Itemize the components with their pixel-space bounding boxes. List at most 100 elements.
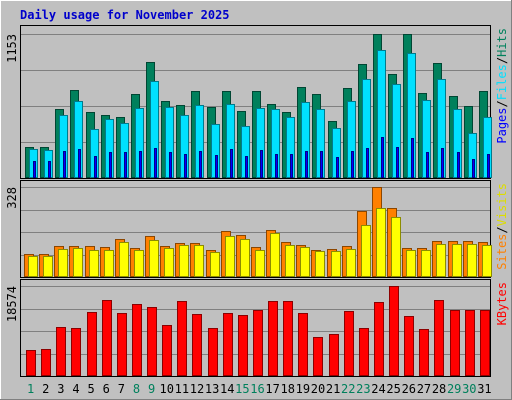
visits-visits-bar-edge	[406, 250, 416, 277]
hits-files-bar-fill	[226, 104, 235, 178]
x-tick-label: 1	[27, 382, 34, 396]
kbytes-kbytes-bar	[238, 315, 248, 376]
hits-pages-bar-fill	[336, 157, 339, 178]
hits-pages-bar-fill	[215, 155, 218, 178]
kbytes-kbytes-bar-fill	[87, 312, 97, 376]
kbytes-kbytes-bar	[374, 302, 384, 376]
hits-pages-bar	[487, 154, 490, 178]
hits-pages-bar-fill	[426, 152, 429, 178]
kbytes-kbytes-bar-fill	[404, 316, 414, 376]
kbytes-kbytes-bar	[283, 301, 293, 376]
visits-visits-bar	[315, 251, 325, 277]
visits-visits-bar-fill	[104, 250, 114, 277]
visits-visits-bar-fill	[73, 248, 83, 277]
visits-visits-bar-edge	[240, 239, 250, 277]
hits-pages-bar-fill	[109, 152, 112, 178]
hits-files-bar-fill	[422, 100, 431, 178]
hits-pages-bar-fill	[124, 152, 127, 178]
hits-files-bar-fill	[286, 117, 295, 178]
visits-visits-bar-fill	[89, 250, 99, 277]
hits-pages-bar-edge	[441, 148, 444, 178]
hits-files-bar-fill	[59, 115, 68, 178]
visits-visits-bar-edge	[225, 236, 235, 277]
kbytes-kbytes-bar	[162, 325, 172, 376]
kbytes-kbytes-bar-edge	[177, 301, 187, 376]
hits-pages-bar-fill	[396, 147, 399, 178]
hits-pages-bar-fill	[351, 151, 354, 178]
hits-files-bar-fill	[468, 133, 477, 178]
kbytes-kbytes-bar-fill	[56, 327, 66, 376]
hits-files-bar-fill	[483, 117, 492, 178]
legend-pages: Pages	[495, 108, 509, 144]
kbytes-kbytes-bar-edge	[419, 329, 429, 376]
kbytes-kbytes-bar-fill	[434, 300, 444, 376]
visits-visits-bar-edge	[255, 250, 265, 277]
chart-title: Daily usage for November 2025	[20, 8, 230, 22]
visits-visits-bar-edge	[73, 248, 83, 277]
x-tick-label: 5	[87, 382, 94, 396]
kbytes-kbytes-bar	[389, 286, 399, 376]
hits-pages-bar	[78, 149, 81, 178]
hits-pages-bar-edge	[290, 154, 293, 178]
x-tick-label: 17	[265, 382, 279, 396]
visits-visits-bar-edge	[89, 250, 99, 277]
kbytes-kbytes-bar-edge	[71, 328, 81, 376]
x-tick-label: 14	[220, 382, 234, 396]
hits-pages-bar	[472, 159, 475, 178]
x-tick-label: 19	[296, 382, 310, 396]
hits-pages-bar	[260, 150, 263, 178]
visits-visits-bar	[119, 242, 129, 277]
hits-pages-bar-edge	[48, 161, 51, 178]
hits-pages-bar-edge	[320, 151, 323, 178]
visits-visits-bar-edge	[315, 251, 325, 277]
kbytes-kbytes-bar-fill	[419, 329, 429, 376]
x-tick-label: 13	[205, 382, 219, 396]
x-tick-label: 24	[371, 382, 385, 396]
kbytes-kbytes-bar	[177, 301, 187, 376]
hits-pages-bar	[320, 151, 323, 178]
kbytes-kbytes-bar-edge	[283, 301, 293, 376]
visits-visits-bar-edge	[436, 244, 446, 277]
visits-visits-bar	[58, 249, 68, 277]
visits-visits-bar-fill	[421, 250, 431, 277]
hits-pages-bar-fill	[487, 154, 490, 178]
kbytes-kbytes-bar-fill	[344, 311, 354, 376]
hits-pages-bar-edge	[124, 152, 127, 178]
kbytes-kbytes-bar	[419, 329, 429, 376]
hits-pages-bar-edge	[63, 151, 66, 178]
hits-pages-bar	[33, 161, 36, 178]
hits-pages-bar	[199, 151, 202, 178]
hits-pages-bar-edge	[472, 159, 475, 178]
hits-pages-bar	[457, 152, 460, 178]
x-tick-label: 27	[417, 382, 431, 396]
visits-visits-bar-fill	[58, 249, 68, 277]
y-axis-labels: 1153 328 18574	[5, 34, 19, 322]
legend-kbytes: KBytes	[495, 282, 509, 325]
visits-visits-bar	[104, 250, 114, 277]
hits-files-bar-fill	[165, 107, 174, 178]
kbytes-kbytes-bar	[223, 313, 233, 376]
kbytes-kbytes-bar-edge	[374, 302, 384, 376]
kbytes-kbytes-bar-edge	[26, 350, 36, 376]
kbytes-kbytes-bar	[208, 328, 218, 376]
x-tick-label: 16	[250, 382, 264, 396]
kbytes-kbytes-bar-fill	[465, 310, 475, 376]
hits-pages-bar-fill	[63, 151, 66, 178]
kbytes-kbytes-bar-edge	[404, 316, 414, 376]
visits-visits-bar-edge	[285, 245, 295, 277]
kbytes-kbytes-bar-edge	[192, 314, 202, 376]
kbytes-kbytes-bar-fill	[26, 350, 36, 376]
visits-visits-bar	[270, 233, 280, 277]
hits-files-bar-fill	[271, 109, 280, 178]
visits-visits-bar-fill	[436, 244, 446, 277]
hits-pages-bar-edge	[336, 157, 339, 178]
legend-files: Files	[495, 64, 509, 100]
hits-files-bar-fill	[150, 81, 159, 178]
kbytes-kbytes-bar-fill	[283, 301, 293, 376]
hits-pages-bar	[215, 155, 218, 178]
kbytes-kbytes-bar	[253, 310, 263, 376]
hits-files-bar-fill	[74, 101, 83, 178]
kbytes-kbytes-bar	[480, 310, 490, 376]
visits-visits-bar-fill	[315, 251, 325, 277]
